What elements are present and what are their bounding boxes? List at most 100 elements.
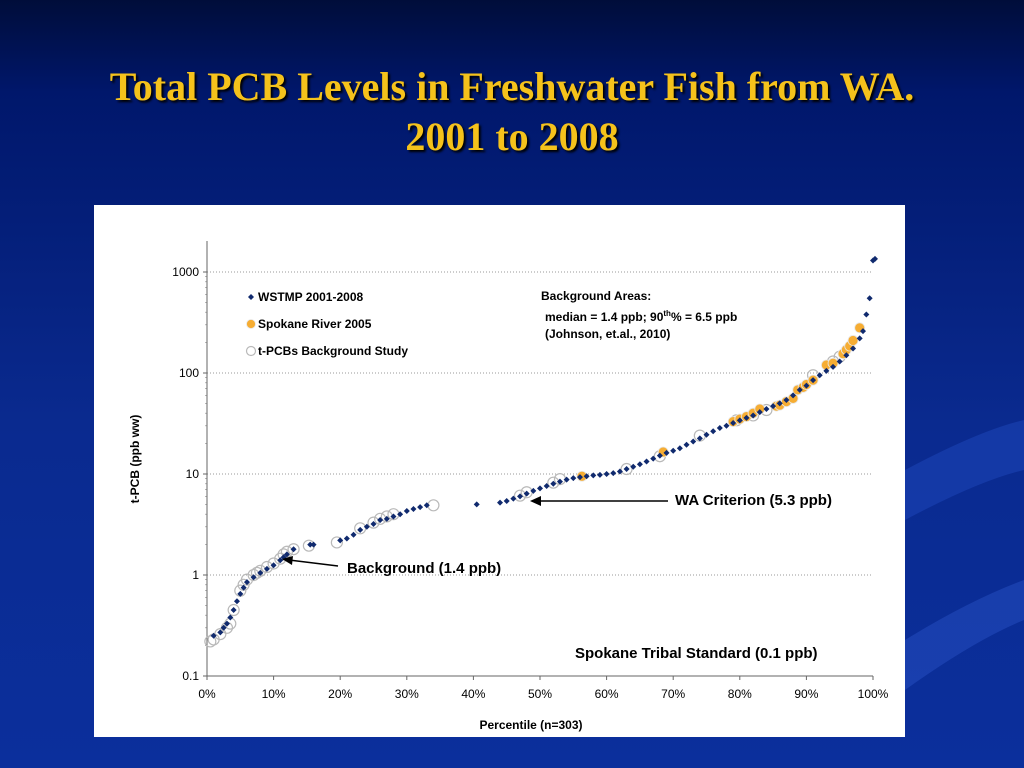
wstmp-point <box>871 255 878 262</box>
wstmp-point <box>850 345 857 352</box>
chart-marks <box>204 255 878 648</box>
wstmp-point <box>257 569 264 576</box>
median-tail: % = 6.5 ppb <box>670 310 738 324</box>
wstmp-point <box>210 632 217 639</box>
wstmp-point <box>343 535 350 542</box>
chart-axes: 0.1 1 10 100 1000 0% 10% 20% 30% 40% 50% 60% 70% 80% 9… <box>172 241 889 701</box>
legend-label: Spokane River 2005 <box>258 317 372 331</box>
wstmp-point <box>623 466 630 473</box>
chart-arrows <box>282 496 668 567</box>
slide-title: Total PCB Levels in Freshwater Fish from… <box>0 62 1024 162</box>
background-areas-note: Background Areas: median = 1.4 ppb; 90th… <box>541 288 737 343</box>
background-areas-median: median = 1.4 ppb; 90th% = 6.5 ppb <box>541 305 737 326</box>
x-tick-label: 100% <box>858 687 889 701</box>
x-tick-label: 10% <box>262 687 286 701</box>
y-axis-label: t-PCB (ppb ww) <box>128 415 142 504</box>
y-tick-label: 1000 <box>172 265 199 279</box>
wstmp-point <box>227 614 234 621</box>
wstmp-point <box>803 382 810 389</box>
wstmp-point <box>710 428 717 435</box>
wstmp-point <box>337 537 344 544</box>
wstmp-point <box>636 461 643 468</box>
wstmp-point <box>543 483 550 490</box>
wstmp-point <box>863 311 870 318</box>
y-tick-label: 10 <box>186 467 200 481</box>
wstmp-point <box>417 504 424 511</box>
wstmp-point <box>383 515 390 522</box>
wstmp-point <box>240 584 247 591</box>
wstmp-point <box>310 541 317 548</box>
wstmp-point <box>556 478 563 485</box>
x-tick-label: 40% <box>461 687 485 701</box>
wstmp-point <box>716 425 723 432</box>
wstmp-point <box>823 367 830 374</box>
background-study-point <box>204 635 217 648</box>
wstmp-point <box>810 377 817 384</box>
wstmp-point <box>217 629 224 636</box>
wstmp-point <box>237 590 244 597</box>
wstmp-point <box>670 447 677 454</box>
wstmp-point <box>370 520 377 527</box>
wstmp-point <box>723 422 730 429</box>
slide-title-line2: 2001 to 2008 <box>405 114 619 159</box>
wstmp-point <box>596 471 603 478</box>
x-tick-label: 60% <box>595 687 619 701</box>
wstmp-point <box>223 620 230 627</box>
wstmp-point <box>603 471 610 477</box>
background-arrowhead <box>282 556 293 565</box>
chart-panel: 0.1 1 10 100 1000 0% 10% 20% 30% 40% 50% 60% 70% 80% 9… <box>94 205 905 737</box>
background-study-point <box>254 564 267 577</box>
background-study-point <box>620 462 633 476</box>
y-tick-label: 1 <box>192 568 199 582</box>
wstmp-point <box>530 487 537 494</box>
wstmp-point <box>473 501 480 508</box>
wstmp-point <box>537 485 543 492</box>
wstmp-point <box>756 409 763 416</box>
wstmp-point <box>730 419 737 426</box>
slide-title-line1: Total PCB Levels in Freshwater Fish from… <box>109 64 915 109</box>
wstmp-point <box>283 551 290 558</box>
wstmp-point <box>630 463 637 470</box>
x-tick-label: 80% <box>728 687 752 701</box>
wstmp-point <box>423 502 430 509</box>
wstmp-point <box>656 452 663 459</box>
x-tick-label: 70% <box>661 687 685 701</box>
wstmp-point <box>750 412 757 419</box>
wstmp-point <box>503 498 510 505</box>
wstmp-point <box>610 470 617 477</box>
wstmp-point <box>277 557 284 564</box>
background-study-point <box>330 536 343 549</box>
background-study-point <box>287 543 300 556</box>
background-study-point <box>367 516 380 529</box>
wstmp-point <box>866 295 873 302</box>
median-sup: th <box>663 309 671 318</box>
chart-gridlines <box>207 271 873 576</box>
wstmp-point <box>250 574 257 581</box>
wstmp-point <box>230 607 237 614</box>
wstmp-point <box>523 490 530 497</box>
background-study-point <box>513 489 527 502</box>
wstmp-point <box>290 546 297 553</box>
wstmp-point <box>590 472 597 479</box>
spokane-river-point <box>847 335 859 346</box>
wstmp-point <box>650 455 657 462</box>
wstmp-point <box>860 328 867 335</box>
wstmp-point <box>263 565 270 572</box>
x-tick-label: 20% <box>328 687 352 701</box>
wstmp-point <box>736 417 743 424</box>
wstmp-point <box>220 624 227 631</box>
wstmp-point <box>703 431 710 438</box>
wstmp-point <box>363 523 370 530</box>
background-arrow <box>288 559 339 567</box>
background-study-point <box>247 568 260 582</box>
wa-criterion-label: WA Criterion (5.3 ppb) <box>675 492 832 509</box>
wstmp-point <box>270 562 277 569</box>
wstmp-point <box>616 468 623 475</box>
wstmp-point <box>856 335 863 342</box>
wstmp-point <box>497 499 504 506</box>
background-label: Background (1.4 ppb) <box>347 560 502 577</box>
wstmp-point <box>243 579 250 586</box>
wstmp-point <box>550 480 557 487</box>
wstmp-point <box>763 406 770 413</box>
